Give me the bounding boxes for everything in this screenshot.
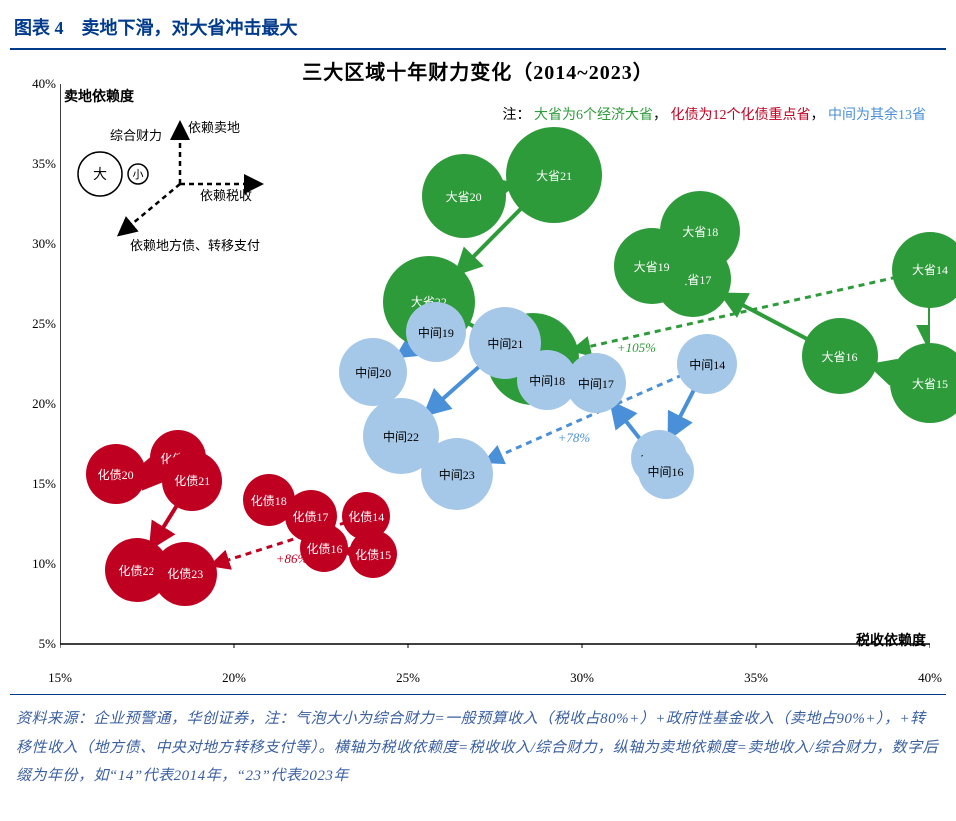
svg-text:依赖税收: 依赖税收 <box>200 188 252 203</box>
annotation: +105% <box>617 340 656 356</box>
bubble: 化债15 <box>349 530 397 578</box>
svg-text:依赖卖地: 依赖卖地 <box>188 120 240 135</box>
plot-region: 大 小 综合财力 依赖卖地 依赖税收 依赖地方债、转移支付 大省14大省15大省… <box>60 84 930 664</box>
chart-title: 三大区域十年财力变化（2014~2023） <box>10 56 946 85</box>
bubble-label: 化债14 <box>348 508 384 525</box>
bubble-label: 大省14 <box>912 261 948 278</box>
bubble-label: 中间14 <box>689 356 725 373</box>
source-note: 资料来源：企业预警通，华创证券，注：气泡大小为综合财力=一般预算收入（税收占80… <box>10 694 946 795</box>
svg-text:依赖地方债、转移支付: 依赖地方债、转移支付 <box>130 238 260 253</box>
svg-text:综合财力: 综合财力 <box>110 128 162 143</box>
bubble: 化债21 <box>162 451 222 511</box>
y-tick: 30% <box>10 236 56 252</box>
bubble-label: 大省21 <box>536 167 572 184</box>
x-tick: 35% <box>744 670 768 686</box>
y-tick: 5% <box>10 636 56 652</box>
bubble-label: 大省18 <box>682 223 718 240</box>
y-tick: 40% <box>10 76 56 92</box>
bubble-label: 化债17 <box>293 508 329 525</box>
y-tick: 20% <box>10 396 56 412</box>
bubble-label: 大省15 <box>912 375 948 392</box>
bubble: 中间20 <box>339 338 407 406</box>
bubble-label: 大省19 <box>634 258 670 275</box>
bubble-label: 化债16 <box>306 540 342 557</box>
bubble-label: 化债22 <box>119 562 155 579</box>
y-tick: 25% <box>10 316 56 332</box>
bubble: 化债18 <box>243 474 295 526</box>
bubble: 中间23 <box>421 438 493 510</box>
bubble-label: 化债21 <box>174 472 210 489</box>
bubble-label: 化债23 <box>167 565 203 582</box>
bubble: 中间21 <box>469 307 541 379</box>
bubble-label: 中间16 <box>648 463 684 480</box>
bubble-label: 中间23 <box>439 466 475 483</box>
annotation: +78% <box>558 430 591 446</box>
bubble-label: 中间21 <box>487 335 523 352</box>
chart-area: 三大区域十年财力变化（2014~2023） 卖地依赖度 税收依赖度 注： 大省为… <box>10 54 946 694</box>
x-tick: 30% <box>570 670 594 686</box>
bubble: 大省21 <box>506 127 602 223</box>
bubble-label: 化债18 <box>251 492 287 509</box>
bubble-label: 中间19 <box>418 324 454 341</box>
bubble: 大省16 <box>802 318 878 394</box>
y-tick: 10% <box>10 556 56 572</box>
bubble: 大省20 <box>422 154 506 238</box>
annotation: +86% <box>276 551 309 567</box>
x-tick: 20% <box>222 670 246 686</box>
bubble-label: 大省16 <box>822 348 858 365</box>
bubble: 大省14 <box>892 232 956 308</box>
bubble-label: 化债20 <box>98 466 134 483</box>
bubble: 大省15 <box>890 343 956 423</box>
svg-text:大: 大 <box>93 167 107 183</box>
bubble: 中间19 <box>406 302 466 362</box>
bubble: 中间14 <box>677 334 737 394</box>
bubble-label: 大省20 <box>446 188 482 205</box>
bubble-label: 中间18 <box>529 372 565 389</box>
bubble: 大省19 <box>614 228 690 304</box>
bubble: 化债23 <box>153 542 217 606</box>
y-tick: 15% <box>10 476 56 492</box>
svg-text:小: 小 <box>133 168 144 181</box>
bubble-label: 中间20 <box>355 364 391 381</box>
y-tick: 35% <box>10 156 56 172</box>
x-tick: 15% <box>48 670 72 686</box>
bubble: 中间16 <box>638 443 694 499</box>
bubble: 化债20 <box>86 444 146 504</box>
bubble-label: 化债15 <box>355 546 391 563</box>
bubble-label: 中间22 <box>383 428 419 445</box>
bubble-label: 中间17 <box>578 375 614 392</box>
x-tick: 40% <box>918 670 942 686</box>
x-tick: 25% <box>396 670 420 686</box>
figure-title: 图表 4 卖地下滑，对大省冲击最大 <box>10 10 946 50</box>
